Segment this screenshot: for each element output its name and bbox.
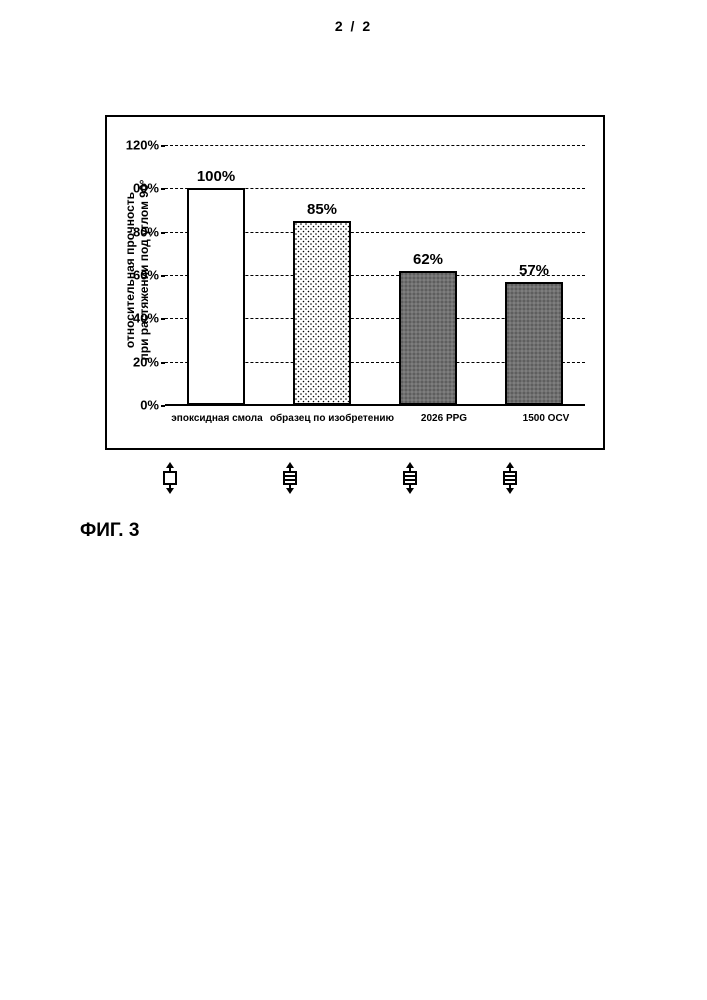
legend-icon [400, 462, 420, 494]
bar-value-label: 62% [401, 251, 455, 268]
legend-square-icon [403, 471, 417, 485]
y-tick-label: 00% [109, 181, 165, 196]
arrow-down-icon [286, 488, 294, 494]
y-tick-label: 0% [109, 398, 165, 413]
plot-area: 0%20%40%60%80%00%120%100%85%62%57% [165, 145, 585, 405]
gridline [165, 145, 585, 146]
bar: 100% [187, 188, 245, 405]
category-label: 2026 PPG [399, 413, 489, 424]
bar: 57% [505, 282, 563, 406]
page-header: 2 / 2 [0, 18, 707, 34]
figure-label: ФИГ. 3 [80, 520, 139, 542]
y-tick-label: 60% [109, 268, 165, 283]
category-label: 1500 OCV [501, 413, 591, 424]
bar-value-label: 57% [507, 262, 561, 279]
bar: 85% [293, 221, 351, 405]
legend-square-icon [163, 471, 177, 485]
y-tick-label: 40% [109, 311, 165, 326]
bar-value-label: 85% [295, 201, 349, 218]
bar-value-label: 100% [189, 168, 243, 185]
category-label: эпоксидная смола [165, 413, 269, 424]
y-tick-label: 120% [109, 138, 165, 153]
legend-icon [160, 462, 180, 494]
chart-frame: относительная прочность при растяжении п… [105, 115, 605, 450]
bar: 62% [399, 271, 457, 405]
legend-square-icon [503, 471, 517, 485]
arrow-down-icon [166, 488, 174, 494]
legend-icon [500, 462, 520, 494]
arrow-down-icon [406, 488, 414, 494]
arrow-down-icon [506, 488, 514, 494]
y-tick-label: 20% [109, 354, 165, 369]
category-label: образец по изобретению [265, 413, 399, 424]
legend-icon [280, 462, 300, 494]
legend-square-icon [283, 471, 297, 485]
y-tick-label: 80% [109, 224, 165, 239]
